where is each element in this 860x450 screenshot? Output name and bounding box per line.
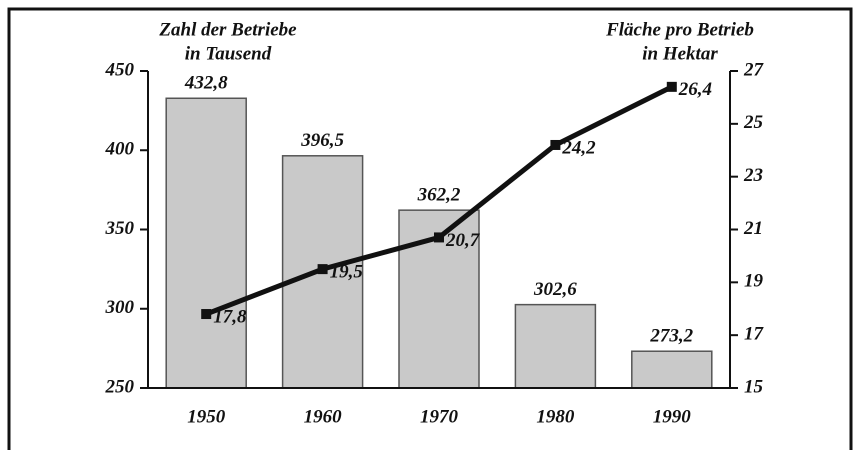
x-tick-label: 1970 <box>420 406 459 427</box>
bar <box>165 97 247 389</box>
x-tick-label: 1990 <box>653 406 692 427</box>
line-value-label: 19,5 <box>330 261 364 282</box>
line-value-label: 26,4 <box>678 79 712 100</box>
y-axis-title: Zahl der Betriebe <box>158 19 297 40</box>
y2-tick-label: 19 <box>744 271 764 292</box>
y-tick-label: 250 <box>105 376 135 397</box>
line-marker <box>317 264 328 275</box>
y-tick-label: 450 <box>105 59 135 80</box>
y-tick-label: 350 <box>105 218 135 239</box>
y2-tick-label: 21 <box>743 218 763 239</box>
line-marker <box>201 309 212 320</box>
line-value-label: 20,7 <box>445 230 481 251</box>
x-tick-label: 1950 <box>187 406 226 427</box>
bar-value-label: 432,8 <box>184 73 228 94</box>
y2-axis-title: in Hektar <box>642 43 718 64</box>
x-tick-label: 1960 <box>304 406 343 427</box>
frame <box>7 7 853 450</box>
y2-tick-label: 25 <box>743 112 764 133</box>
line-marker <box>550 139 561 150</box>
line-value-label: 17,8 <box>213 306 247 327</box>
bar-value-label: 302,6 <box>533 279 577 300</box>
y2-axis-title: Fläche pro Betrieb <box>605 19 754 40</box>
y-axis-title: in Tausend <box>185 43 272 64</box>
y2-tick-label: 15 <box>744 376 764 397</box>
y2-tick-label: 17 <box>744 324 765 345</box>
y-tick-label: 400 <box>105 139 135 160</box>
line-value-label: 24,2 <box>561 137 596 158</box>
y2-tick-label: 23 <box>743 165 763 186</box>
line-marker <box>434 232 444 243</box>
line-marker <box>666 81 677 92</box>
bar-value-label: 362,2 <box>417 185 461 206</box>
bar-value-label: 273,2 <box>649 326 693 347</box>
y2-tick-label: 27 <box>743 59 765 80</box>
bar <box>514 303 597 389</box>
x-tick-label: 1980 <box>536 406 575 427</box>
y-tick-label: 300 <box>105 297 135 318</box>
bar-value-label: 396,5 <box>300 130 344 151</box>
bar <box>631 350 713 389</box>
